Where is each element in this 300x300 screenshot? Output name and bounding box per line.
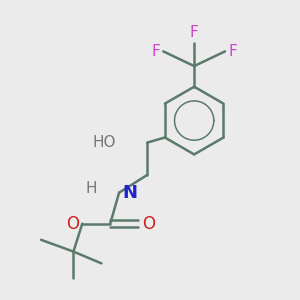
Text: O: O xyxy=(142,214,155,232)
Text: F: F xyxy=(190,25,199,40)
Text: N: N xyxy=(122,184,137,202)
Text: H: H xyxy=(85,181,97,196)
Text: HO: HO xyxy=(93,135,116,150)
Text: F: F xyxy=(228,44,237,59)
Text: F: F xyxy=(152,44,160,59)
Text: O: O xyxy=(66,214,79,232)
